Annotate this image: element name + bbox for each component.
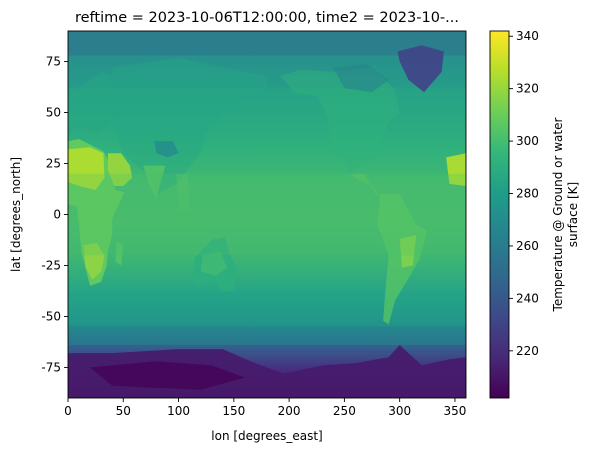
- x-axis-ticks: 0 50 100 150 200 250 300 350: [64, 398, 466, 418]
- region-southern-ocean: [68, 327, 466, 345]
- colorbar: [490, 31, 509, 398]
- colorbar-label-line2: surface [K]: [566, 182, 580, 247]
- region-tropics-ocean: [68, 174, 466, 256]
- colorbar-tick-label: 340: [516, 29, 539, 43]
- y-tick-label: -50: [41, 309, 61, 323]
- y-tick-label: -25: [41, 258, 61, 272]
- x-tick-label: 350: [443, 404, 466, 418]
- x-tick-label: 250: [333, 404, 356, 418]
- x-tick-label: 50: [116, 404, 131, 418]
- y-tick-label: -75: [41, 360, 61, 374]
- region-south-midlat-ocean: [68, 292, 466, 327]
- y-tick-label: 50: [46, 106, 61, 120]
- y-axis-label: lat [degrees_north]: [9, 157, 23, 272]
- colorbar-tick-label: 260: [516, 239, 539, 253]
- chart-title: reftime = 2023-10-06T12:00:00, time2 = 2…: [75, 10, 459, 26]
- colorbar-tick-label: 320: [516, 82, 539, 96]
- y-tick-label: 25: [46, 157, 61, 171]
- x-axis-label: lon [degrees_east]: [211, 429, 322, 443]
- colorbar-tick-label: 280: [516, 187, 539, 201]
- y-axis-ticks: -75 -50 -25 0 25 50 75: [41, 55, 68, 375]
- colorbar-ticks: 220 240 260 280 300 320 340: [509, 29, 539, 358]
- x-tick-label: 300: [388, 404, 411, 418]
- x-tick-label: 0: [64, 404, 72, 418]
- heatmap-field: [68, 31, 466, 398]
- y-tick-label: 0: [53, 208, 61, 222]
- colorbar-tick-label: 240: [516, 291, 539, 305]
- y-tick-label: 75: [46, 55, 61, 69]
- x-tick-label: 100: [167, 404, 190, 418]
- colorbar-tick-label: 220: [516, 344, 539, 358]
- colorbar-tick-label: 300: [516, 134, 539, 148]
- colorbar-label-line1: Temperature @ Ground or water: [551, 117, 565, 312]
- x-tick-label: 200: [278, 404, 301, 418]
- x-tick-label: 150: [222, 404, 245, 418]
